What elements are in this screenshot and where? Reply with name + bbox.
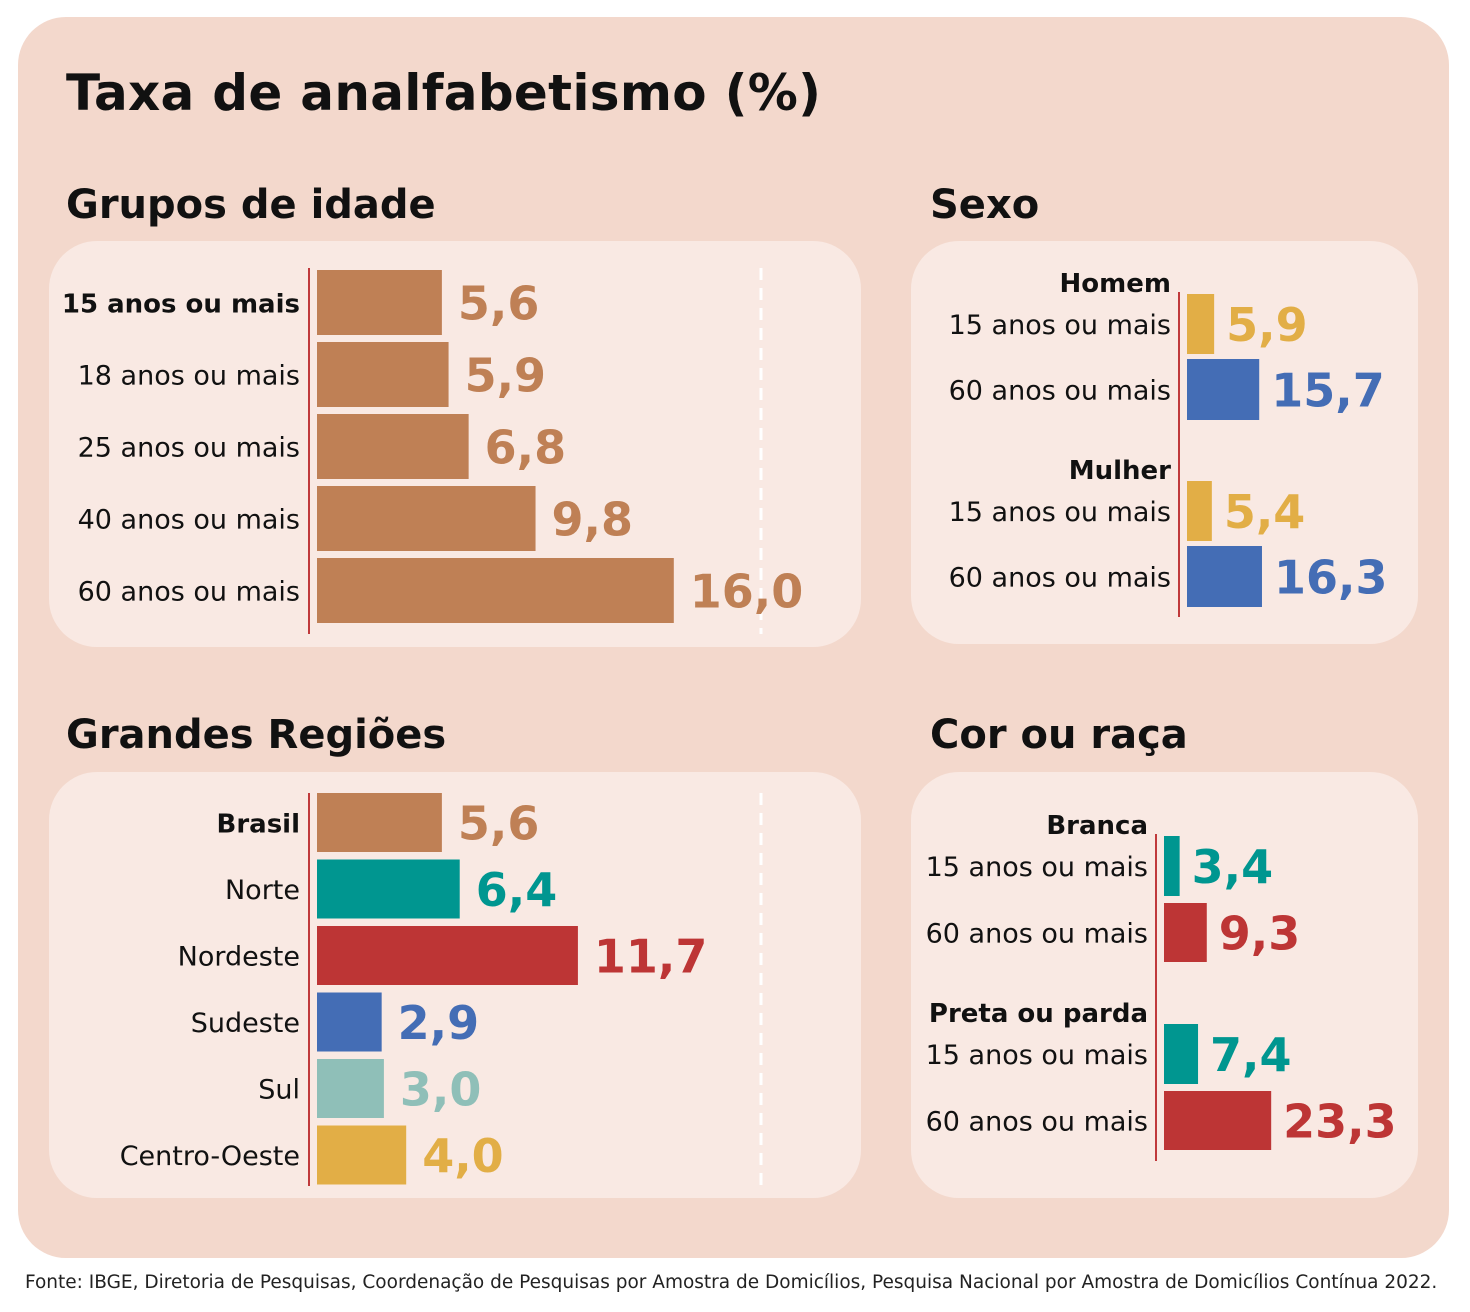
category-label: 60 anos ou mais bbox=[926, 1107, 1148, 1138]
race-bar-chart: Branca 15 anos ou mais 3,4 60 anos ou mais 9… bbox=[926, 811, 1397, 1161]
category-label: 60 anos ou mais bbox=[949, 563, 1171, 594]
category-label: 15 anos ou mais bbox=[949, 310, 1171, 341]
bar bbox=[317, 270, 442, 335]
sex-chart-panel: Homem 15 anos ou mais 5,9 60 anos ou mais 15… bbox=[911, 241, 1418, 644]
bar bbox=[317, 486, 536, 551]
race-chart-panel: Branca 15 anos ou mais 3,4 60 anos ou mais 9… bbox=[911, 772, 1418, 1198]
source-note: Fonte: IBGE, Diretoria de Pesquisas, Coo… bbox=[25, 1272, 1438, 1293]
category-label: 60 anos ou mais bbox=[949, 376, 1171, 407]
data-label: 3,0 bbox=[400, 1063, 482, 1117]
category-label: 25 anos ou mais bbox=[78, 433, 300, 464]
bar bbox=[1187, 359, 1260, 420]
bar bbox=[317, 859, 460, 919]
data-label: 5,9 bbox=[465, 349, 547, 403]
region-chart-panel: Brasil 5,6 Norte 6,4 Nordeste 11,7 Sudeste 2,9 S… bbox=[49, 772, 861, 1198]
category-label: 15 anos ou mais bbox=[949, 497, 1171, 528]
data-label: 16,3 bbox=[1274, 551, 1388, 605]
bar bbox=[317, 1059, 384, 1118]
data-label: 23,3 bbox=[1283, 1095, 1397, 1149]
age-chart-panel: 15 anos ou mais 5,6 18 anos ou mais 5,9 25 a… bbox=[49, 241, 861, 647]
data-label: 9,3 bbox=[1219, 907, 1301, 961]
bar bbox=[317, 414, 469, 479]
bar bbox=[1164, 836, 1180, 896]
category-label: 18 anos ou mais bbox=[78, 361, 300, 392]
bar bbox=[317, 342, 449, 407]
section-title-region: Grandes Regiões bbox=[66, 712, 447, 758]
data-label: 9,8 bbox=[552, 493, 634, 547]
sex-bar-chart: Homem 15 anos ou mais 5,9 60 anos ou mais 15… bbox=[949, 269, 1388, 617]
data-label: 2,9 bbox=[398, 996, 480, 1050]
category-label: Nordeste bbox=[178, 942, 300, 973]
data-label: 5,6 bbox=[458, 277, 540, 331]
data-label: 7,4 bbox=[1210, 1028, 1292, 1082]
category-label: 15 anos ou mais bbox=[926, 852, 1148, 883]
bar bbox=[1164, 903, 1207, 962]
bar bbox=[317, 926, 578, 985]
category-label: Sudeste bbox=[191, 1008, 300, 1039]
main-title: Taxa de analfabetismo (%) bbox=[66, 64, 822, 122]
bar bbox=[1187, 546, 1262, 607]
data-label: 11,7 bbox=[594, 930, 708, 984]
region-bar-chart: Brasil 5,6 Norte 6,4 Nordeste 11,7 Sudeste 2,9 S… bbox=[120, 793, 763, 1186]
data-label: 15,7 bbox=[1271, 364, 1385, 418]
bar bbox=[317, 558, 674, 623]
group-label: Mulher bbox=[1069, 456, 1171, 486]
data-label: 5,6 bbox=[458, 797, 540, 851]
section-title-sex: Sexo bbox=[930, 182, 1040, 228]
age-bar-chart: 15 anos ou mais 5,6 18 anos ou mais 5,9 25 a… bbox=[62, 268, 804, 634]
category-label: 40 anos ou mais bbox=[78, 505, 300, 536]
bar bbox=[317, 992, 382, 1052]
bar bbox=[1164, 1024, 1199, 1084]
data-label: 4,0 bbox=[422, 1129, 504, 1183]
data-label: 6,4 bbox=[476, 863, 557, 917]
category-label: Sul bbox=[258, 1075, 300, 1106]
category-label: Centro-Oeste bbox=[120, 1141, 300, 1172]
bar bbox=[1187, 294, 1215, 354]
bar bbox=[1164, 1091, 1272, 1150]
bar bbox=[1187, 481, 1212, 541]
data-label: 5,9 bbox=[1226, 298, 1308, 352]
category-label: 60 anos ou mais bbox=[926, 919, 1148, 950]
bar bbox=[317, 793, 442, 852]
section-title-age: Grupos de idade bbox=[66, 182, 436, 228]
data-label: 6,8 bbox=[485, 421, 567, 475]
data-label: 16,0 bbox=[690, 565, 804, 619]
section-title-race: Cor ou raça bbox=[930, 712, 1188, 758]
group-label: Homem bbox=[1060, 269, 1171, 299]
bar bbox=[317, 1125, 407, 1185]
category-label: 60 anos ou mais bbox=[78, 577, 300, 608]
category-label: 15 anos ou mais bbox=[926, 1040, 1148, 1071]
category-label: Norte bbox=[225, 875, 300, 906]
category-label: Brasil bbox=[217, 810, 300, 840]
category-label: 15 anos ou mais bbox=[62, 290, 300, 320]
data-label: 5,4 bbox=[1224, 485, 1306, 539]
data-label: 3,4 bbox=[1192, 840, 1274, 894]
group-label: Branca bbox=[1046, 811, 1148, 841]
group-label: Preta ou parda bbox=[929, 999, 1148, 1029]
